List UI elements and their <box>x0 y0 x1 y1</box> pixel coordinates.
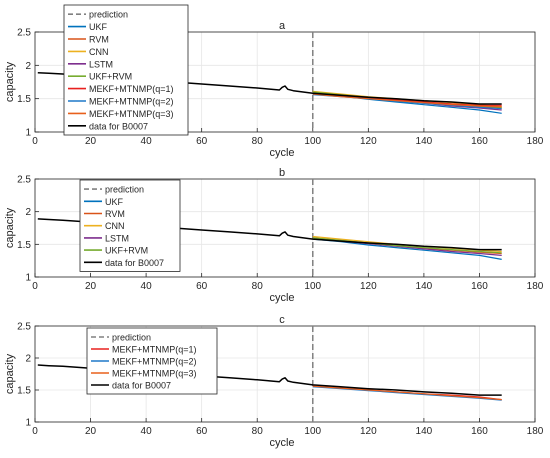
x-tick-label: 80 <box>252 426 264 437</box>
y-tick-label: 2.5 <box>17 28 31 39</box>
x-axis-label: cycle <box>269 147 294 159</box>
chart-title: c <box>279 314 285 326</box>
x-tick-label: 20 <box>85 136 97 147</box>
legend-label: UKF <box>89 22 108 32</box>
legend-label: LSTM <box>105 233 129 243</box>
legend-label: data for B0007 <box>105 258 164 268</box>
chart-panel-c: 0 20 40 60 80 100 120 140 160 180 1 1.5 2 2.5 c cycle ca… <box>4 314 544 449</box>
x-tick-label: 40 <box>141 136 153 147</box>
x-tick-label: 0 <box>32 281 38 292</box>
chart-panel-b: 0 20 40 60 80 100 120 140 160 180 1 1.5 2 2.5 b cycle ca… <box>4 167 544 304</box>
x-tick-label: 140 <box>416 136 433 147</box>
x-tick-label: 80 <box>252 281 264 292</box>
x-tick-label: 120 <box>360 281 377 292</box>
y-tick-label: 2.5 <box>17 322 31 333</box>
x-tick-label: 140 <box>416 426 433 437</box>
x-axis-label: cycle <box>269 437 294 449</box>
y-tick-label: 2 <box>25 354 31 365</box>
y-tick-label: 1 <box>25 418 31 429</box>
y-tick-label: 1.5 <box>17 240 31 251</box>
legend-label: UKF+RVM <box>105 246 148 256</box>
legend-label: UKF <box>105 197 124 207</box>
axes-frame <box>34 325 536 423</box>
chart-panel-a: 0 20 40 60 80 100 120 140 160 180 1 1.5 2 2.5 a cycle ca… <box>4 4 544 159</box>
x-tick-label: 100 <box>304 136 321 147</box>
x-tick-label: 60 <box>196 136 208 147</box>
x-tick-label: 100 <box>304 426 321 437</box>
legend-label: MEKF+MTNMP(q=2) <box>112 357 197 367</box>
legend-label: CNN <box>105 221 125 231</box>
legend-label: UKF+RVM <box>89 72 132 82</box>
legend-label: RVM <box>105 209 125 219</box>
y-tick-label: 1.5 <box>17 94 31 105</box>
y-axis-label: capacity <box>4 61 16 102</box>
y-tick-label: 2 <box>25 207 31 218</box>
x-tick-label: 60 <box>196 426 208 437</box>
x-tick-label: 20 <box>85 281 97 292</box>
legend-label: data for B0007 <box>112 381 171 391</box>
x-tick-label: 180 <box>527 136 544 147</box>
y-tick-label: 2.5 <box>17 175 31 186</box>
legend-label: prediction <box>89 10 128 20</box>
y-tick-label: 1 <box>25 273 31 284</box>
legend-label: prediction <box>112 333 151 343</box>
x-tick-label: 140 <box>416 281 433 292</box>
series-line-mekf-mtnmp-q-3- <box>312 93 502 108</box>
x-tick-label: 100 <box>304 281 321 292</box>
x-tick-label: 40 <box>141 426 153 437</box>
x-tick-label: 0 <box>32 426 38 437</box>
chart-title: b <box>279 167 285 179</box>
x-tick-label: 160 <box>471 136 488 147</box>
legend-label: CNN <box>89 47 109 57</box>
chart-title: a <box>279 20 286 32</box>
y-tick-label: 2 <box>25 61 31 72</box>
axes-frame <box>34 31 536 133</box>
legend-label: data for B0007 <box>89 121 148 131</box>
x-tick-label: 160 <box>471 426 488 437</box>
x-tick-label: 120 <box>360 136 377 147</box>
axes-frame <box>34 178 536 278</box>
x-tick-label: 180 <box>527 426 544 437</box>
y-tick-label: 1 <box>25 128 31 139</box>
x-tick-label: 120 <box>360 426 377 437</box>
legend-label: RVM <box>89 35 109 45</box>
x-tick-label: 40 <box>141 281 153 292</box>
x-tick-label: 180 <box>527 281 544 292</box>
legend-label: MEKF+MTNMP(q=3) <box>112 369 197 379</box>
x-tick-label: 20 <box>85 426 97 437</box>
x-tick-label: 160 <box>471 281 488 292</box>
legend-label: MEKF+MTNMP(q=1) <box>89 84 174 94</box>
y-tick-label: 1.5 <box>17 386 31 397</box>
legend-label: MEKF+MTNMP(q=1) <box>112 345 197 355</box>
legend-label: LSTM <box>89 59 113 69</box>
legend-label: MEKF+MTNMP(q=2) <box>89 97 174 107</box>
x-tick-label: 80 <box>252 136 264 147</box>
x-tick-label: 60 <box>196 281 208 292</box>
x-tick-label: 0 <box>32 136 38 147</box>
y-axis-label: capacity <box>4 353 16 394</box>
series-line-ukf <box>312 238 502 260</box>
x-axis-label: cycle <box>269 292 294 304</box>
series-line-mekf-mtnmp-q-3- <box>312 385 502 401</box>
legend-label: prediction <box>105 185 144 195</box>
y-axis-label: capacity <box>4 207 16 248</box>
legend-label: MEKF+MTNMP(q=3) <box>89 109 174 119</box>
